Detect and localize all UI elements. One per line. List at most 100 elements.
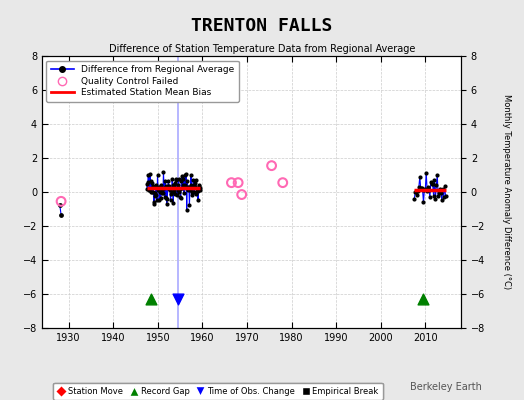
Point (147, 180, 156, 186)
Point (433, 171, 441, 178)
Point (176, 194, 184, 200)
Point (424, 184, 432, 190)
Point (173, 192, 181, 198)
Point (189, 189, 197, 195)
Point (188, 189, 196, 195)
Point (56, 202, 64, 208)
Point (187, 172, 195, 178)
Point (227, 180, 236, 186)
Point (173, 187, 182, 194)
Point (425, 194, 434, 200)
Point (188, 192, 196, 198)
Point (418, 184, 426, 191)
Point (189, 177, 198, 183)
Point (436, 190, 445, 196)
Point (178, 185, 187, 192)
Point (158, 190, 166, 196)
Point (410, 196, 419, 202)
Point (155, 197, 163, 203)
Point (154, 172, 162, 178)
Text: TRENTON FALLS: TRENTON FALLS (191, 17, 333, 35)
Point (419, 199, 428, 206)
Point (179, 176, 187, 182)
Point (174, 182, 182, 188)
Point (154, 186, 162, 193)
Legend: Station Move, Record Gap, Time of Obs. Change, Empirical Break: Station Move, Record Gap, Time of Obs. C… (53, 383, 383, 400)
Point (167, 188, 176, 195)
Point (148, 188, 156, 195)
Point (440, 183, 449, 190)
Point (177, 195, 185, 201)
Point (174, 296, 182, 302)
Point (194, 182, 203, 188)
Point (159, 190, 167, 196)
Point (160, 185, 168, 191)
Point (145, 186, 154, 193)
Point (234, 180, 242, 186)
Point (170, 182, 178, 188)
Point (151, 193, 160, 200)
Y-axis label: Monthly Temperature Anomaly Difference (°C): Monthly Temperature Anomaly Difference (… (502, 94, 511, 290)
Point (267, 162, 276, 169)
Point (432, 182, 441, 189)
Point (57, 198, 66, 204)
Point (169, 182, 177, 188)
Point (181, 185, 190, 191)
Point (420, 186, 429, 193)
Point (164, 178, 172, 185)
Text: Difference of Station Temperature Data from Regional Average: Difference of Station Temperature Data f… (109, 44, 415, 54)
Point (425, 186, 433, 193)
Point (193, 188, 202, 194)
Point (167, 191, 175, 197)
Point (182, 207, 191, 213)
Point (143, 186, 151, 192)
Point (429, 181, 437, 187)
Point (159, 169, 168, 175)
Point (419, 296, 428, 302)
Point (429, 192, 438, 199)
Point (434, 193, 442, 199)
Point (191, 184, 200, 190)
Point (411, 189, 419, 196)
Point (161, 178, 169, 184)
Point (155, 184, 163, 190)
Text: Berkeley Earth: Berkeley Earth (410, 382, 482, 392)
Point (196, 186, 204, 193)
Point (441, 192, 450, 199)
Point (438, 197, 446, 203)
Point (183, 178, 191, 184)
Point (148, 188, 157, 195)
Point (170, 188, 179, 194)
Point (157, 194, 165, 201)
Point (181, 172, 189, 178)
Point (180, 182, 189, 188)
Point (414, 184, 423, 190)
Point (158, 187, 167, 194)
Point (435, 190, 443, 196)
Point (178, 173, 186, 180)
Point (422, 170, 430, 176)
Point (172, 177, 181, 183)
Point (430, 177, 439, 183)
Point (147, 296, 156, 302)
Point (183, 184, 192, 190)
Point (184, 184, 193, 190)
Point (417, 185, 425, 192)
Point (192, 176, 200, 183)
Point (195, 184, 204, 191)
Point (144, 172, 152, 178)
Point (165, 186, 173, 192)
Point (195, 182, 203, 189)
Point (150, 199, 158, 206)
Point (421, 186, 430, 192)
Point (279, 180, 287, 186)
Point (414, 187, 422, 194)
Point (423, 188, 431, 194)
Point (427, 178, 435, 185)
Point (169, 200, 178, 206)
Point (175, 189, 183, 195)
Point (194, 197, 202, 203)
Point (412, 188, 420, 195)
Point (182, 171, 190, 178)
Point (171, 190, 179, 197)
